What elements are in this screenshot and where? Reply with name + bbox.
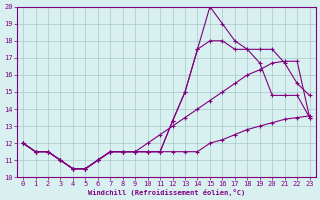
X-axis label: Windchill (Refroidissement éolien,°C): Windchill (Refroidissement éolien,°C) [88, 189, 245, 196]
